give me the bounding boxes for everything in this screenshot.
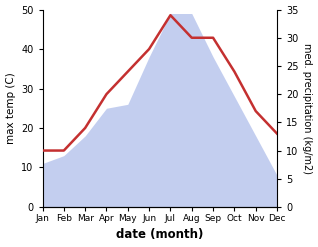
- Y-axis label: max temp (C): max temp (C): [5, 72, 16, 144]
- X-axis label: date (month): date (month): [116, 228, 204, 242]
- Y-axis label: med. precipitation (kg/m2): med. precipitation (kg/m2): [302, 43, 313, 174]
